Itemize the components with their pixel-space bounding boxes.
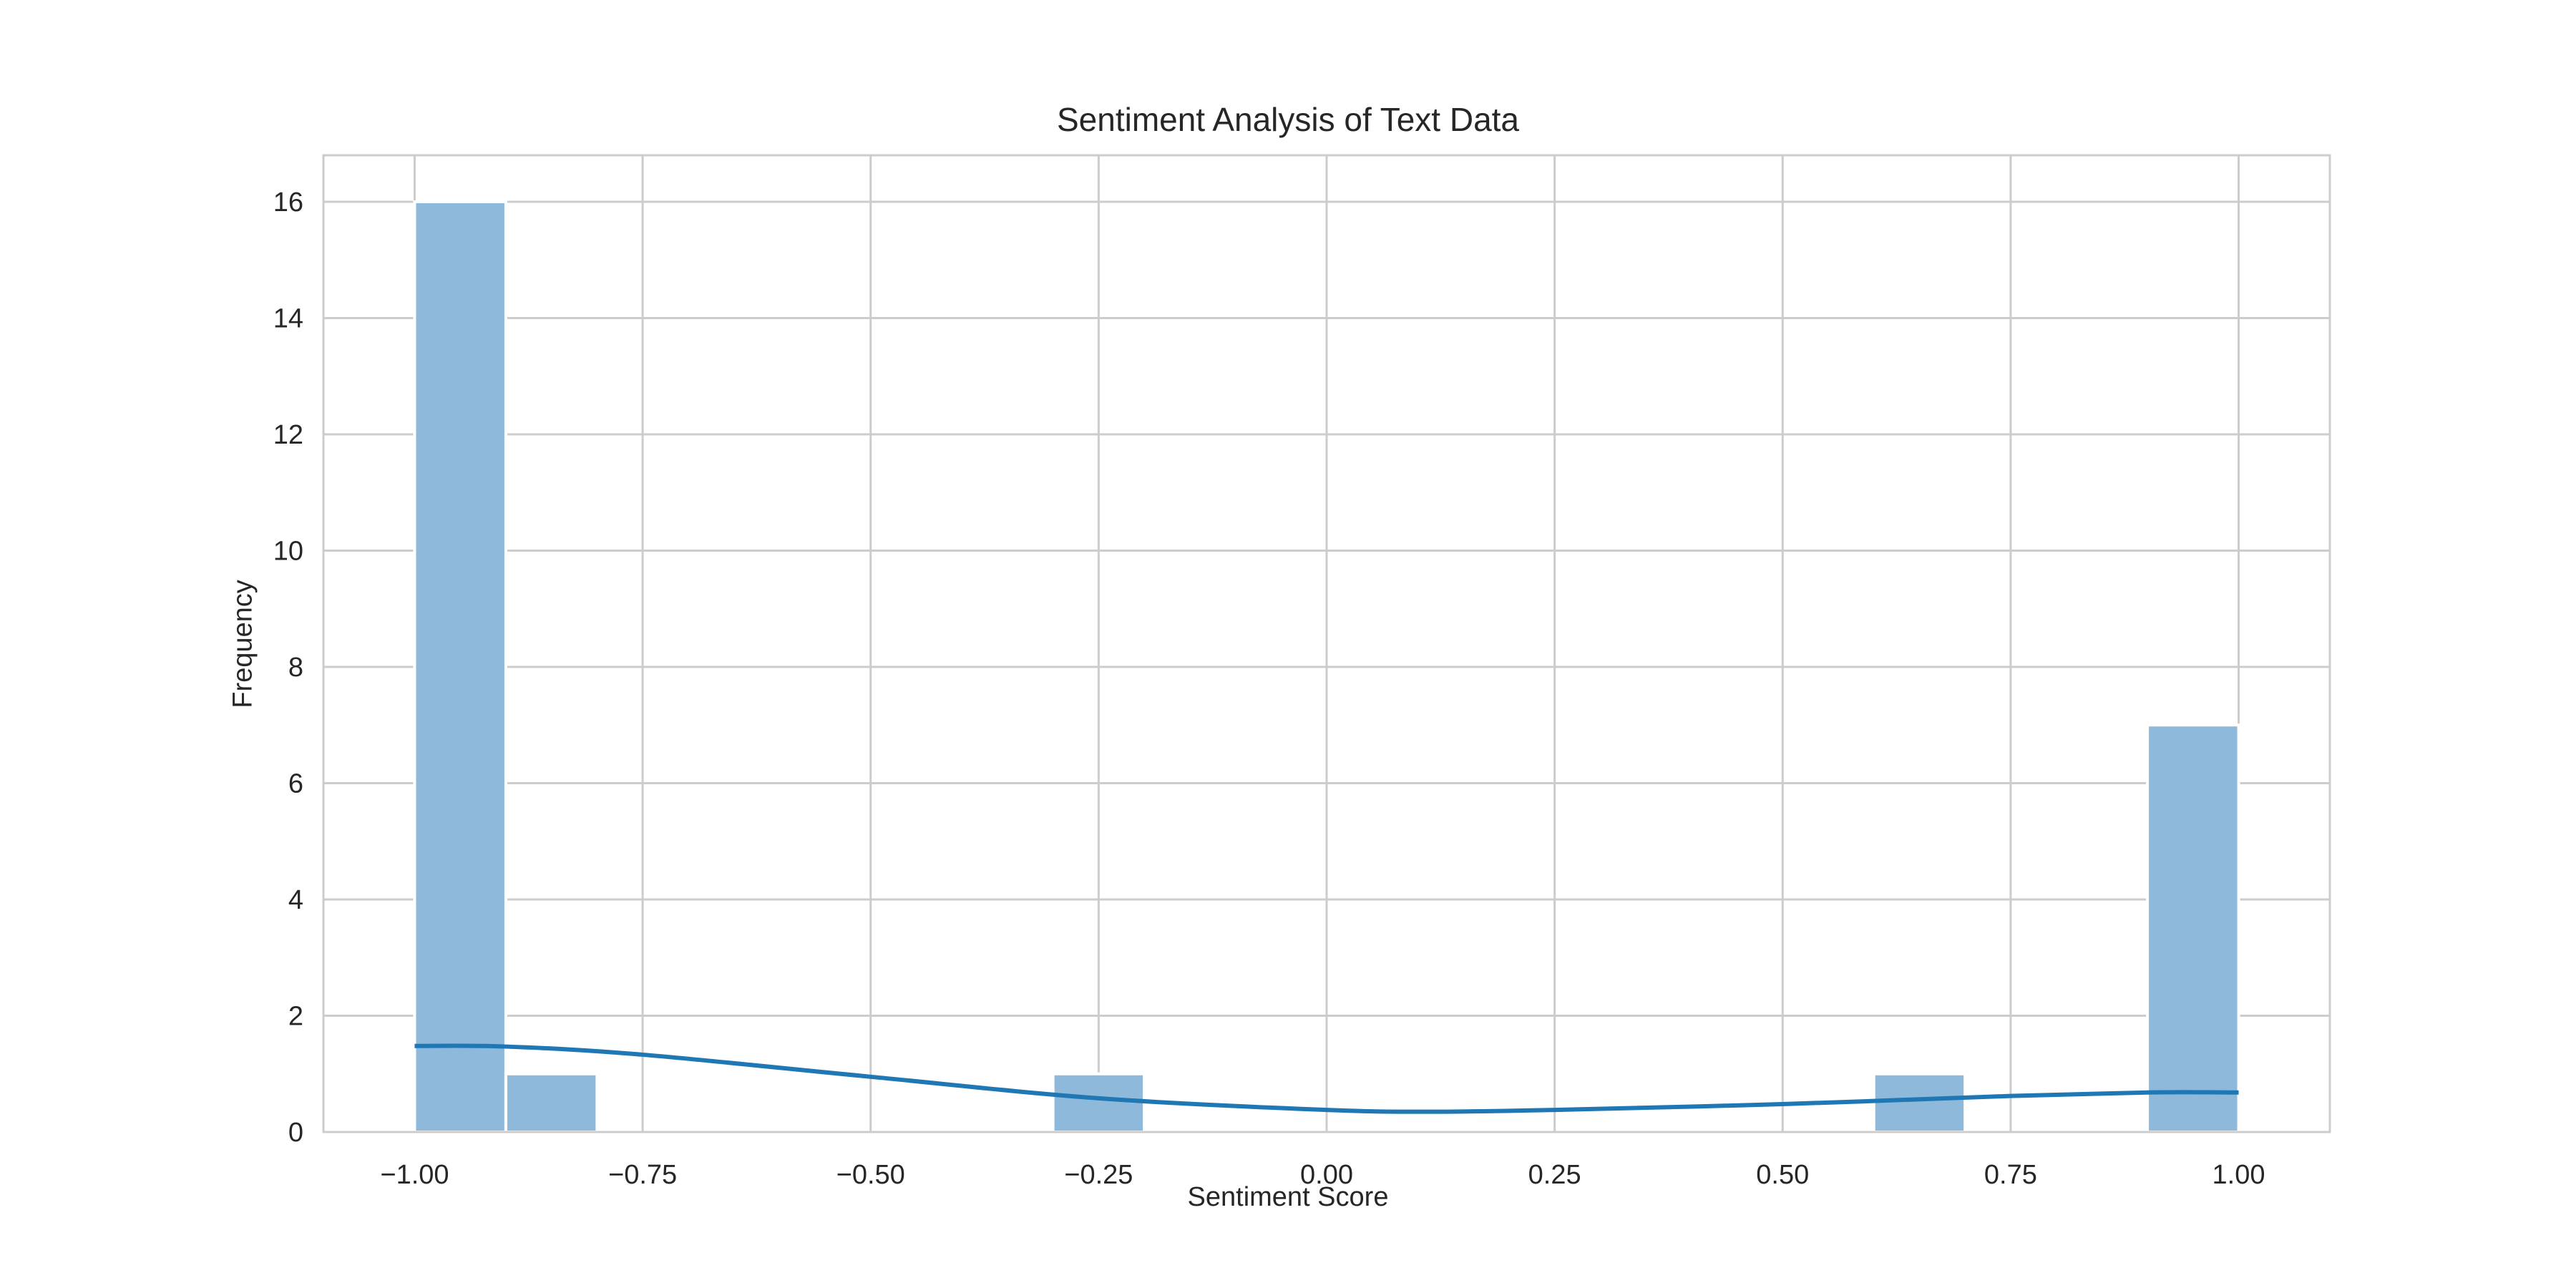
- y-tick-label: 10: [273, 537, 303, 567]
- y-tick-label: 12: [273, 420, 303, 450]
- chart-title: Sentiment Analysis of Text Data: [1056, 101, 1520, 138]
- x-tick-label: −0.25: [1064, 1160, 1133, 1190]
- x-tick-label: 0.00: [1300, 1160, 1353, 1190]
- y-tick-label: 0: [288, 1118, 303, 1148]
- x-tick-label: −1.00: [380, 1160, 449, 1190]
- y-tick-label: 2: [288, 1002, 303, 1032]
- axes-frame: [322, 154, 2331, 1133]
- histogram-bar: [2146, 723, 2240, 1133]
- y-axis-label: Frequency: [228, 580, 258, 708]
- x-axis-label: Sentiment Score: [1187, 1182, 1389, 1212]
- x-tick-label: 1.00: [2212, 1160, 2265, 1190]
- histogram-bar: [413, 200, 507, 1133]
- histogram-bars: [413, 200, 2240, 1133]
- x-tick-labels: −1.00 −0.75 −0.50 −0.25 0.00 0.25 0.50 0.75 1.00: [380, 1160, 2265, 1190]
- grid: [323, 155, 2330, 1133]
- x-tick-label: 0.50: [1756, 1160, 1809, 1190]
- histogram-bar: [1872, 1072, 1967, 1133]
- histogram-bar: [1051, 1072, 1146, 1133]
- y-tick-labels: 0 2 4 6 8 10 12 14 16: [273, 187, 303, 1148]
- x-tick-label: −0.50: [836, 1160, 905, 1190]
- x-tick-label: 0.75: [1984, 1160, 2037, 1190]
- y-tick-label: 14: [273, 304, 303, 334]
- x-tick-label: 0.25: [1528, 1160, 1581, 1190]
- histogram-bar: [504, 1072, 599, 1133]
- y-tick-label: 6: [288, 769, 303, 799]
- y-tick-label: 8: [288, 653, 303, 683]
- y-tick-label: 4: [288, 885, 303, 915]
- kde-line: [414, 1043, 2239, 1114]
- x-tick-label: −0.75: [608, 1160, 677, 1190]
- kde-curve-group: [414, 1043, 2239, 1114]
- y-tick-label: 16: [273, 187, 303, 218]
